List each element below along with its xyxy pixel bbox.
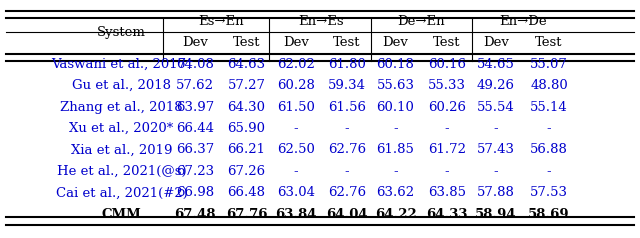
Text: Test: Test xyxy=(333,36,360,49)
Text: Test: Test xyxy=(433,36,460,49)
Text: Dev: Dev xyxy=(182,36,208,49)
Text: 55.14: 55.14 xyxy=(531,101,568,114)
Text: 61.72: 61.72 xyxy=(428,144,466,156)
Text: 60.26: 60.26 xyxy=(428,101,466,114)
Text: Dev: Dev xyxy=(283,36,308,49)
Text: 60.10: 60.10 xyxy=(376,101,415,114)
Text: -: - xyxy=(547,165,552,178)
Text: -: - xyxy=(293,122,298,135)
Text: -: - xyxy=(393,165,398,178)
Text: 63.85: 63.85 xyxy=(428,186,466,199)
Text: 62.02: 62.02 xyxy=(276,58,315,71)
Text: 63.62: 63.62 xyxy=(376,186,415,199)
Text: Gu et al., 2018: Gu et al., 2018 xyxy=(72,79,171,92)
Text: En→De: En→De xyxy=(499,15,547,28)
Text: 63.97: 63.97 xyxy=(176,101,214,114)
Text: -: - xyxy=(293,165,298,178)
Text: 64.22: 64.22 xyxy=(374,208,417,221)
Text: 64.04: 64.04 xyxy=(326,208,368,221)
Text: He et al., 2021(@s): He et al., 2021(@s) xyxy=(57,165,186,178)
Text: 62.76: 62.76 xyxy=(328,186,366,199)
Text: Dev: Dev xyxy=(383,36,408,49)
Text: 54.65: 54.65 xyxy=(477,58,515,71)
Text: 63.04: 63.04 xyxy=(276,186,315,199)
Text: 66.44: 66.44 xyxy=(176,122,214,135)
Text: 67.76: 67.76 xyxy=(226,208,267,221)
Text: 62.76: 62.76 xyxy=(328,144,366,156)
Text: 56.88: 56.88 xyxy=(530,144,568,156)
Text: Dev: Dev xyxy=(483,36,509,49)
Text: 62.50: 62.50 xyxy=(276,144,315,156)
Text: Xu et al., 2020*: Xu et al., 2020* xyxy=(70,122,173,135)
Text: -: - xyxy=(393,122,398,135)
Text: 67.26: 67.26 xyxy=(227,165,266,178)
Text: -: - xyxy=(444,122,449,135)
Text: 55.07: 55.07 xyxy=(530,58,568,71)
Text: Cai et al., 2021(#2): Cai et al., 2021(#2) xyxy=(56,186,188,199)
Text: Zhang et al., 2018: Zhang et al., 2018 xyxy=(60,101,183,114)
Text: -: - xyxy=(493,122,499,135)
Text: 55.63: 55.63 xyxy=(376,79,415,92)
Text: 66.21: 66.21 xyxy=(227,144,266,156)
Text: 57.53: 57.53 xyxy=(530,186,568,199)
Text: 57.62: 57.62 xyxy=(176,79,214,92)
Text: 58.94: 58.94 xyxy=(475,208,517,221)
Text: 66.37: 66.37 xyxy=(176,144,214,156)
Text: 55.54: 55.54 xyxy=(477,101,515,114)
Text: Es→En: Es→En xyxy=(198,15,244,28)
Text: 63.84: 63.84 xyxy=(275,208,316,221)
Text: System: System xyxy=(97,26,146,39)
Text: 60.28: 60.28 xyxy=(276,79,315,92)
Text: 60.18: 60.18 xyxy=(376,58,415,71)
Text: 49.26: 49.26 xyxy=(477,79,515,92)
Text: -: - xyxy=(547,122,552,135)
Text: 65.90: 65.90 xyxy=(227,122,266,135)
Text: En→Es: En→Es xyxy=(298,15,344,28)
Text: 55.33: 55.33 xyxy=(428,79,466,92)
Text: 57.43: 57.43 xyxy=(477,144,515,156)
Text: 66.98: 66.98 xyxy=(176,186,214,199)
Text: -: - xyxy=(344,122,349,135)
Text: 64.30: 64.30 xyxy=(227,101,266,114)
Text: 60.16: 60.16 xyxy=(428,58,466,71)
Text: 57.88: 57.88 xyxy=(477,186,515,199)
Text: De→En: De→En xyxy=(397,15,445,28)
Text: Vaswani et al., 2017†: Vaswani et al., 2017† xyxy=(51,58,193,71)
Text: 58.69: 58.69 xyxy=(528,208,570,221)
Text: -: - xyxy=(493,165,499,178)
Text: 61.85: 61.85 xyxy=(376,144,415,156)
Text: -: - xyxy=(344,165,349,178)
Text: 57.27: 57.27 xyxy=(227,79,266,92)
Text: -: - xyxy=(444,165,449,178)
Text: 61.80: 61.80 xyxy=(328,58,366,71)
Text: 64.08: 64.08 xyxy=(176,58,214,71)
Text: 67.48: 67.48 xyxy=(175,208,216,221)
Text: 61.50: 61.50 xyxy=(276,101,315,114)
Text: 48.80: 48.80 xyxy=(531,79,568,92)
Text: 61.56: 61.56 xyxy=(328,101,366,114)
Text: Test: Test xyxy=(536,36,563,49)
Text: 59.34: 59.34 xyxy=(328,79,366,92)
Text: CMM: CMM xyxy=(102,208,141,221)
Text: Test: Test xyxy=(233,36,260,49)
Text: 67.23: 67.23 xyxy=(176,165,214,178)
Text: 66.48: 66.48 xyxy=(227,186,266,199)
Text: 64.63: 64.63 xyxy=(227,58,266,71)
Text: Xia et al., 2019: Xia et al., 2019 xyxy=(71,144,172,156)
Text: 64.33: 64.33 xyxy=(426,208,467,221)
